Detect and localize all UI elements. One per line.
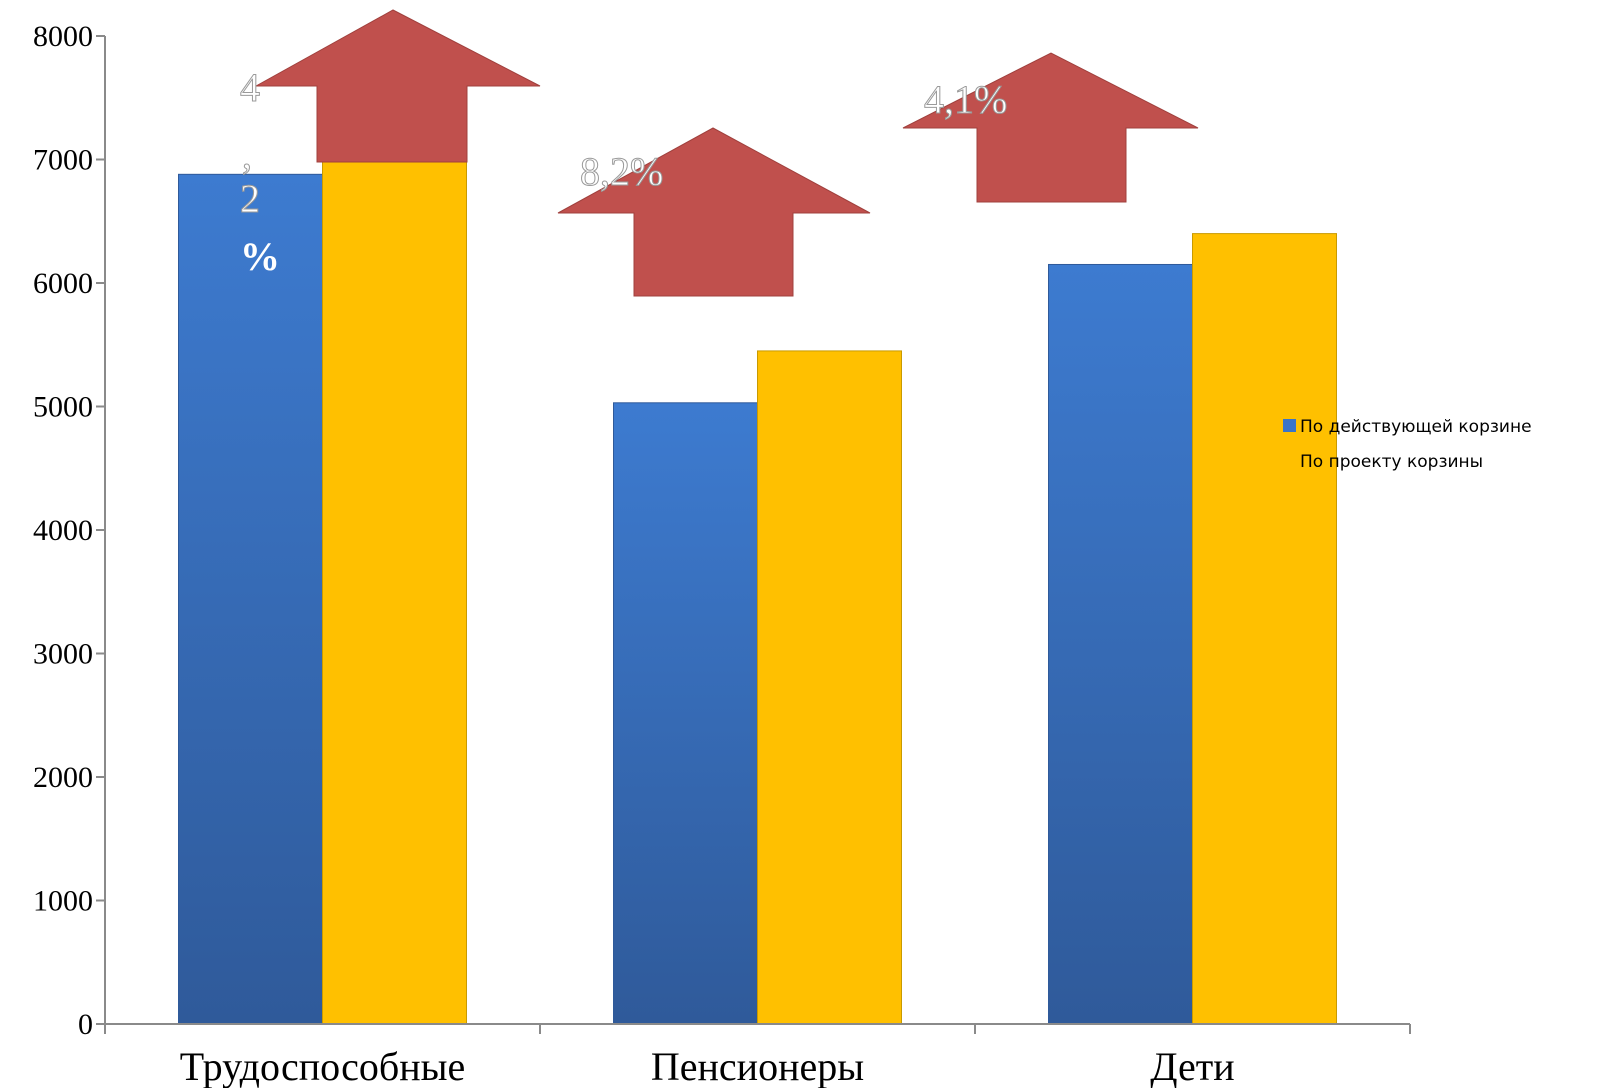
bar-current-basket (613, 402, 758, 1025)
y-ticks-group: 0 1000 2000 3000 4000 5000 6000 7000 8000 (33, 20, 105, 1041)
x-category-label: Трудоспособные (180, 1044, 466, 1088)
legend: По действующей корзине По проекту корзин… (1283, 417, 1532, 472)
bar-project-basket (1192, 233, 1337, 1025)
bar-project-basket (757, 350, 902, 1025)
increase-arrow-children (902, 52, 1199, 203)
annotation-working-line-3: 2 (240, 176, 260, 221)
x-category-label: Дети (1150, 1044, 1234, 1088)
x-ticks-group: Трудоспособные Пенсионеры Дети (104, 1024, 1411, 1088)
y-tick-label: 4000 (33, 514, 93, 547)
y-tick-label: 5000 (33, 391, 93, 424)
annotation-working-line-2: , (242, 132, 252, 177)
y-tick-label: 0 (78, 1008, 93, 1041)
annotation-pensioners: 8,2% (580, 149, 663, 194)
y-tick-label: 8000 (33, 20, 93, 53)
y-tick-label: 3000 (33, 638, 93, 671)
bar-current-basket (178, 173, 323, 1025)
annotation-working-line-4: % (240, 234, 280, 279)
legend-label-current: По действующей корзине (1300, 417, 1532, 437)
legend-label-project: По проекту корзины (1300, 452, 1483, 472)
y-tick-label: 7000 (33, 144, 93, 177)
x-category-label: Пенсионеры (651, 1044, 864, 1088)
y-tick-label: 6000 (33, 267, 93, 300)
annotation-children: 4,1% (924, 77, 1007, 122)
legend-swatch-current (1283, 419, 1296, 432)
annotation-working-line-1: 4 (240, 65, 260, 110)
y-tick-label: 1000 (33, 885, 93, 918)
increase-arrow-working (254, 9, 541, 163)
y-tick-label: 2000 (33, 761, 93, 794)
bar-project-basket (322, 159, 467, 1025)
bars-group (178, 159, 1337, 1025)
increase-arrow-pensioners (557, 127, 871, 297)
annotations-group: 4 , 2 % 8,2% 4,1% (240, 9, 1199, 297)
bar-current-basket (1048, 263, 1193, 1025)
